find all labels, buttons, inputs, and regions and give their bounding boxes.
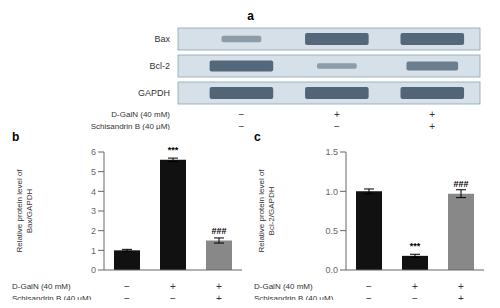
svg-text:−: −	[238, 109, 244, 120]
svg-text:1.0: 1.0	[325, 187, 338, 197]
svg-text:Relative protein level ofBax/G: Relative protein level ofBax/GAPDH	[15, 169, 34, 253]
svg-text:###: ###	[211, 226, 226, 236]
svg-text:−: −	[124, 293, 130, 301]
svg-text:1: 1	[91, 246, 96, 256]
svg-text:−: −	[170, 293, 176, 301]
svg-text:0.0: 0.0	[325, 265, 338, 275]
svg-text:Schisandrin B (40 μM): Schisandrin B (40 μM)	[254, 294, 334, 301]
svg-text:6: 6	[91, 147, 96, 157]
svg-text:−: −	[124, 281, 130, 292]
svg-text:Bax: Bax	[154, 34, 170, 44]
svg-text:0: 0	[91, 265, 96, 275]
svg-text:+: +	[412, 281, 418, 292]
svg-text:+: +	[429, 109, 435, 120]
svg-text:−: −	[412, 293, 418, 301]
svg-text:Bcl-2: Bcl-2	[149, 61, 170, 71]
svg-text:−: −	[366, 281, 372, 292]
svg-text:0.5: 0.5	[325, 226, 338, 236]
html-text:b: b	[12, 130, 20, 144]
svg-text:Relative protein level ofBcl-2: Relative protein level ofBcl-2/GAPDH	[257, 169, 276, 253]
html-text:c: c	[254, 130, 261, 144]
svg-text:1.5: 1.5	[325, 147, 338, 157]
svg-text:+: +	[216, 293, 222, 301]
svg-text:4: 4	[91, 187, 96, 197]
svg-text:Schisandrin B (40 μM): Schisandrin B (40 μM)	[12, 294, 92, 301]
svg-text:+: +	[216, 281, 222, 292]
svg-text:2: 2	[91, 226, 96, 236]
svg-text:+: +	[170, 281, 176, 292]
svg-text:a: a	[247, 9, 254, 23]
svg-text:+: +	[429, 121, 435, 131]
svg-text:***: ***	[168, 145, 179, 155]
svg-text:+: +	[334, 109, 340, 120]
svg-text:5: 5	[91, 167, 96, 177]
svg-text:D-GalN (40 mM): D-GalN (40 mM)	[111, 110, 170, 119]
svg-text:−: −	[334, 121, 340, 131]
svg-text:***: ***	[410, 241, 421, 251]
svg-text:Schisandrin B (40 μM): Schisandrin B (40 μM)	[91, 122, 171, 131]
svg-text:−: −	[238, 121, 244, 131]
svg-text:GAPDH: GAPDH	[138, 88, 170, 98]
svg-text:+: +	[458, 281, 464, 292]
svg-text:###: ###	[453, 179, 468, 189]
svg-text:+: +	[458, 293, 464, 301]
svg-text:−: −	[366, 293, 372, 301]
svg-text:D-GalN (40 mM): D-GalN (40 mM)	[12, 282, 71, 291]
svg-text:D-GalN (40 mM): D-GalN (40 mM)	[254, 282, 313, 291]
svg-text:3: 3	[91, 206, 96, 216]
